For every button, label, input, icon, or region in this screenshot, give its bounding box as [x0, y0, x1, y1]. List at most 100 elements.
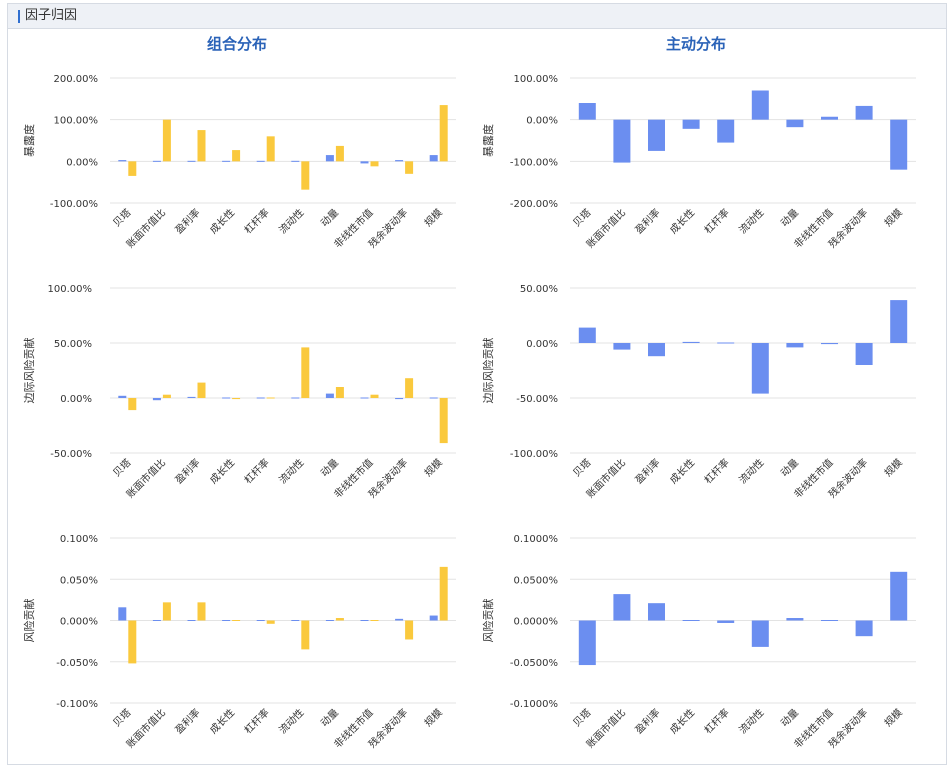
bar-portfolio-5 [301, 620, 310, 650]
bar-active-7 [821, 620, 838, 621]
x-category-label: 杠杆率 [241, 706, 271, 736]
bar-active-2 [648, 119, 665, 151]
y-tick-label: 50.00% [520, 284, 558, 295]
bar-portfolio-7 [370, 161, 379, 167]
bar-portfolio-4 [266, 620, 275, 624]
bar-benchmark-0 [118, 160, 127, 162]
panel-title: 因子归因 [25, 8, 78, 23]
y-axis-label: 边际风险贡献 [481, 338, 495, 404]
bar-benchmark-4 [256, 620, 265, 621]
y-tick-label: 0.00% [526, 339, 558, 350]
y-tick-label: 50.00% [54, 339, 92, 350]
bar-active-9 [890, 119, 908, 170]
bar-active-8 [855, 620, 873, 637]
y-tick-label: -100.00% [510, 157, 558, 168]
y-tick-label: 100.00% [514, 74, 559, 85]
x-category-label: 流动性 [276, 206, 306, 236]
x-category-label: 规模 [421, 456, 444, 479]
bar-portfolio-2 [197, 382, 206, 398]
x-category-label: 成长性 [667, 706, 697, 736]
bar-portfolio-9 [439, 105, 448, 162]
bar-portfolio-7 [370, 620, 379, 621]
bar-benchmark-4 [256, 397, 265, 399]
bar-active-2 [648, 343, 665, 357]
header-accent-bar [18, 10, 20, 23]
x-category-label: 动量 [318, 207, 341, 230]
x-category-label: 规模 [881, 706, 904, 729]
y-tick-label: 0.0000% [514, 617, 559, 628]
bar-active-9 [890, 300, 908, 343]
bar-active-3 [682, 341, 700, 343]
bar-active-8 [855, 343, 873, 365]
x-category-label: 动量 [778, 707, 801, 730]
y-tick-label: 0.00% [526, 116, 558, 127]
x-category-label: 盈利率 [632, 706, 662, 736]
x-category-label: 规模 [881, 456, 904, 479]
bar-active-4 [717, 119, 735, 143]
x-category-label: 流动性 [736, 706, 766, 736]
bar-benchmark-9 [429, 155, 438, 162]
bar-benchmark-1 [152, 160, 161, 162]
y-tick-label: 0.0500% [514, 575, 559, 586]
y-tick-label: 0.100% [60, 534, 98, 545]
bar-active-0 [578, 620, 596, 666]
bar-benchmark-6 [325, 155, 334, 162]
y-tick-label: -0.1000% [510, 699, 558, 710]
y-tick-label: -200.00% [510, 199, 558, 210]
bar-benchmark-1 [152, 398, 161, 401]
bar-benchmark-4 [256, 160, 265, 162]
y-axis-label: 风险贡献 [22, 599, 36, 643]
bar-active-7 [821, 343, 838, 345]
y-tick-label: 200.00% [54, 74, 99, 85]
bar-portfolio-0 [128, 620, 137, 664]
bar-portfolio-1 [162, 119, 171, 162]
bar-active-4 [717, 620, 735, 623]
bar-portfolio-2 [197, 602, 206, 621]
bar-benchmark-8 [395, 160, 404, 162]
x-category-label: 规模 [421, 206, 444, 229]
x-category-label: 流动性 [276, 456, 306, 486]
bar-active-9 [890, 571, 908, 621]
x-category-label: 成长性 [667, 456, 697, 486]
bar-benchmark-6 [325, 393, 334, 398]
y-tick-label: -0.0500% [510, 658, 558, 669]
y-tick-label: 0.050% [60, 575, 98, 586]
bar-benchmark-1 [152, 620, 161, 621]
y-tick-label: 0.000% [60, 617, 98, 628]
bar-portfolio-0 [128, 161, 137, 176]
bar-benchmark-7 [360, 620, 369, 621]
x-category-label: 盈利率 [172, 706, 202, 736]
x-category-label: 动量 [318, 457, 341, 480]
y-axis-label: 暴露度 [22, 124, 36, 157]
bar-portfolio-6 [335, 618, 344, 621]
bar-benchmark-2 [187, 620, 196, 621]
bar-active-5 [751, 90, 769, 120]
y-tick-label: -50.00% [50, 449, 92, 460]
bar-benchmark-0 [118, 395, 127, 398]
bar-active-8 [855, 105, 873, 120]
bar-portfolio-8 [405, 161, 414, 174]
x-category-label: 杠杆率 [241, 456, 271, 486]
bar-benchmark-7 [360, 161, 369, 164]
bar-portfolio-8 [405, 378, 414, 398]
portfolio-column-title: 组合分布 [206, 35, 267, 53]
bar-active-5 [751, 620, 769, 647]
bar-active-1 [613, 119, 631, 163]
bar-benchmark-7 [360, 397, 369, 399]
bar-active-2 [648, 603, 665, 621]
y-tick-label: -0.100% [56, 699, 98, 710]
x-category-label: 杠杆率 [701, 706, 731, 736]
bar-portfolio-4 [266, 397, 275, 399]
x-category-label: 动量 [778, 207, 801, 230]
y-axis-label: 风险贡献 [481, 599, 495, 643]
y-axis-label: 暴露度 [481, 124, 495, 157]
x-category-label: 盈利率 [632, 456, 662, 486]
bar-active-6 [786, 343, 804, 348]
y-tick-label: -100.00% [50, 199, 98, 210]
bar-portfolio-3 [232, 620, 241, 621]
bar-benchmark-8 [395, 398, 404, 400]
x-category-label: 杠杆率 [701, 456, 731, 486]
bar-active-5 [751, 343, 769, 394]
bar-portfolio-6 [335, 145, 344, 162]
